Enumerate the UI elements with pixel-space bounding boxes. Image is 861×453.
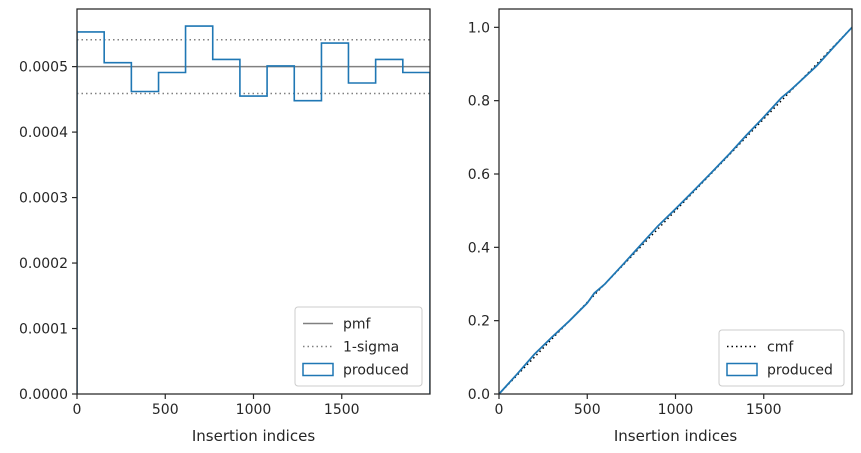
legend-label-produced: produced (767, 363, 833, 379)
series-produced-step (77, 25, 430, 394)
y-tick-label: 1.0 (468, 20, 490, 36)
series-produced-line (499, 26, 852, 394)
x-tick-label: 1500 (324, 402, 360, 418)
legend-box (718, 329, 845, 387)
y-tick-label: 0.0000 (19, 387, 68, 403)
x-axis-label: Insertion indices (614, 427, 737, 445)
legend-label-1-sigma: 1-sigma (343, 340, 399, 356)
x-tick-label: 500 (574, 402, 601, 418)
legend-label-cmf: cmf (767, 340, 794, 356)
x-tick-label: 0 (495, 402, 504, 418)
legend-label-produced: produced (343, 363, 409, 379)
y-tick-label: 0.8 (468, 94, 490, 110)
legend-box (294, 306, 423, 387)
legend-swatch-produced (302, 362, 334, 377)
y-tick-label: 0.0004 (19, 125, 68, 141)
y-tick-label: 0.4 (468, 240, 490, 256)
x-tick-label: 0 (73, 402, 82, 418)
x-tick-label: 1000 (236, 402, 272, 418)
x-tick-label: 1500 (746, 402, 782, 418)
legend: pmf 1-sigma produced (294, 306, 423, 387)
y-tick-label: 0.0001 (19, 322, 68, 338)
legend-label-pmf: pmf (343, 317, 372, 333)
right-chart-cmf: 0 500 1000 1500 0.0 0.2 0.4 0.6 0.8 1.0 Insertion … (468, 8, 853, 445)
y-tick-label: 0.0003 (19, 191, 68, 207)
x-tick-label: 500 (152, 402, 179, 418)
y-tick-label: 0.6 (468, 167, 490, 183)
left-chart-pmf: 0 500 1000 1500 0.0000 0.0001 0.0002 0.0003 0.00… (19, 8, 431, 445)
y-tick-label: 0.0 (468, 387, 490, 403)
x-tick-label: 1000 (658, 402, 694, 418)
legend-swatch-produced (726, 362, 758, 377)
y-tick-label: 0.0002 (19, 256, 68, 272)
y-tick-label: 0.2 (468, 314, 490, 330)
plot-area (499, 26, 852, 394)
plot-area (77, 25, 430, 394)
x-axis-label: Insertion indices (192, 427, 315, 445)
legend: cmf produced (718, 329, 845, 387)
y-tick-label: 0.0005 (19, 60, 68, 76)
